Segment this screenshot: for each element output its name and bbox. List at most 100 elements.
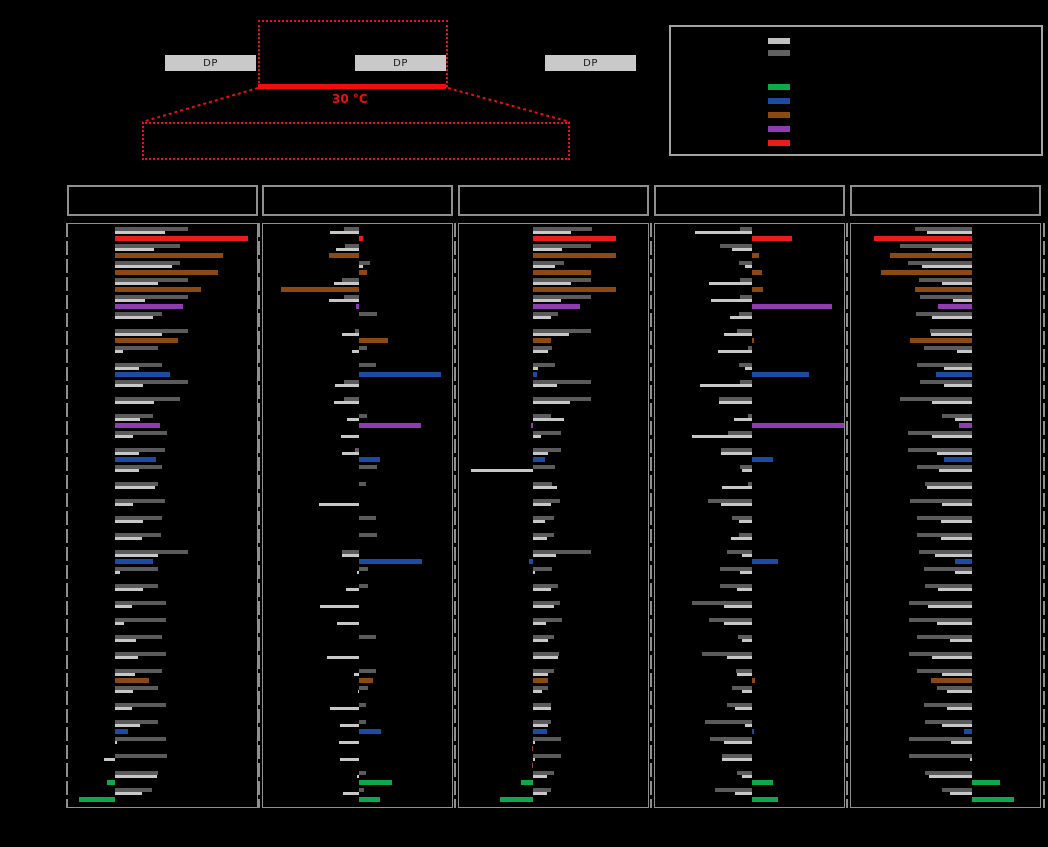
bar-dark	[533, 550, 591, 554]
bar-accent-blue	[752, 456, 773, 462]
bar-dark	[115, 482, 158, 486]
bar-light	[357, 774, 359, 778]
panel-3-ytick-dashes	[454, 223, 456, 808]
bar-dark	[915, 227, 972, 231]
bar-light	[320, 604, 359, 608]
bar-light	[330, 230, 359, 234]
bar-light	[932, 434, 972, 438]
bar-accent-blue	[533, 456, 545, 462]
bar-accent-green	[972, 796, 1014, 802]
bar-light	[347, 417, 359, 421]
bar-light	[742, 689, 752, 693]
bar-light	[330, 706, 359, 710]
bar-dark	[115, 516, 162, 520]
bar-light	[953, 298, 972, 302]
bar-light	[937, 451, 972, 455]
bar-accent-green	[752, 796, 778, 802]
bar-dark	[909, 601, 972, 605]
bar-light	[533, 536, 547, 540]
bar-light	[700, 383, 752, 387]
bar-dark	[702, 652, 752, 656]
bar-dark	[115, 720, 158, 724]
bar-dark	[919, 278, 972, 282]
bar-dark	[739, 363, 752, 367]
panel-1-header	[67, 185, 258, 216]
bar-light	[533, 604, 554, 608]
bar-dark	[359, 261, 370, 265]
dp-box-1: DP	[165, 55, 256, 71]
bar-dark	[748, 346, 752, 350]
panel-4-plot	[654, 223, 845, 808]
bar-dark	[533, 363, 555, 367]
bar-dark	[930, 329, 972, 333]
bar-accent-purple	[356, 303, 359, 309]
bar-light	[745, 366, 752, 370]
bar-dark	[708, 499, 752, 503]
bar-light	[533, 434, 541, 438]
bar-dark	[920, 295, 972, 299]
bar-accent-brown	[359, 337, 388, 343]
bar-dark	[727, 703, 752, 707]
bar-dark	[533, 703, 551, 707]
bar-dark	[709, 618, 752, 622]
bar-light	[533, 247, 562, 251]
bar-light	[358, 689, 359, 693]
bar-light	[115, 774, 157, 778]
bar-dark	[925, 482, 972, 486]
bar-light	[724, 604, 752, 608]
bar-accent-brown	[931, 677, 972, 683]
bar-light	[947, 689, 972, 693]
bar-dark	[916, 312, 972, 316]
bar-light	[718, 349, 752, 353]
bar-light	[533, 315, 551, 319]
bar-dark	[115, 703, 166, 707]
bar-dark	[909, 754, 972, 758]
heat-treatment-bar	[258, 84, 446, 89]
bar-dark	[359, 584, 368, 588]
bar-light	[533, 638, 548, 642]
bar-dark	[533, 397, 591, 401]
bar-light	[329, 298, 359, 302]
bar-dark	[719, 397, 752, 401]
bar-dark	[533, 720, 551, 724]
bar-dark	[345, 244, 359, 248]
bar-light	[951, 740, 972, 744]
bar-dark	[937, 686, 972, 690]
bar-light	[115, 570, 120, 574]
bar-light	[115, 655, 138, 659]
bar-light	[932, 400, 972, 404]
bar-light	[709, 281, 752, 285]
bar-dark	[115, 584, 158, 588]
bar-light	[115, 723, 140, 727]
bar-dark	[732, 516, 752, 520]
bar-dark	[533, 533, 554, 537]
bar-light	[342, 553, 359, 557]
bar-light	[957, 349, 972, 353]
bar-accent-brown	[533, 677, 548, 683]
bar-light	[115, 281, 158, 285]
bar-dark	[737, 771, 752, 775]
bar-light	[115, 451, 139, 455]
bar-light	[722, 485, 752, 489]
bar-dark	[533, 567, 552, 571]
bar-light	[724, 332, 752, 336]
bar-dark	[924, 346, 972, 350]
bar-light	[115, 230, 165, 234]
bar-light	[115, 264, 172, 268]
panel-1-ytick-dashes	[66, 223, 68, 808]
bar-dark	[533, 584, 558, 588]
bar-dark	[533, 244, 591, 248]
bar-dark	[705, 720, 752, 724]
bar-accent-blue	[936, 371, 972, 377]
bar-accent-red	[874, 235, 972, 241]
bar-dark	[115, 754, 167, 758]
bar-dark	[359, 312, 377, 316]
bar-accent-blue	[964, 728, 972, 734]
bar-dark	[533, 431, 561, 435]
panel-4-header	[654, 185, 845, 216]
bar-dark	[925, 771, 972, 775]
bar-light	[115, 536, 142, 540]
bar-accent-brown	[115, 677, 149, 683]
bar-light	[471, 468, 533, 472]
bar-accent-purple	[533, 303, 580, 309]
